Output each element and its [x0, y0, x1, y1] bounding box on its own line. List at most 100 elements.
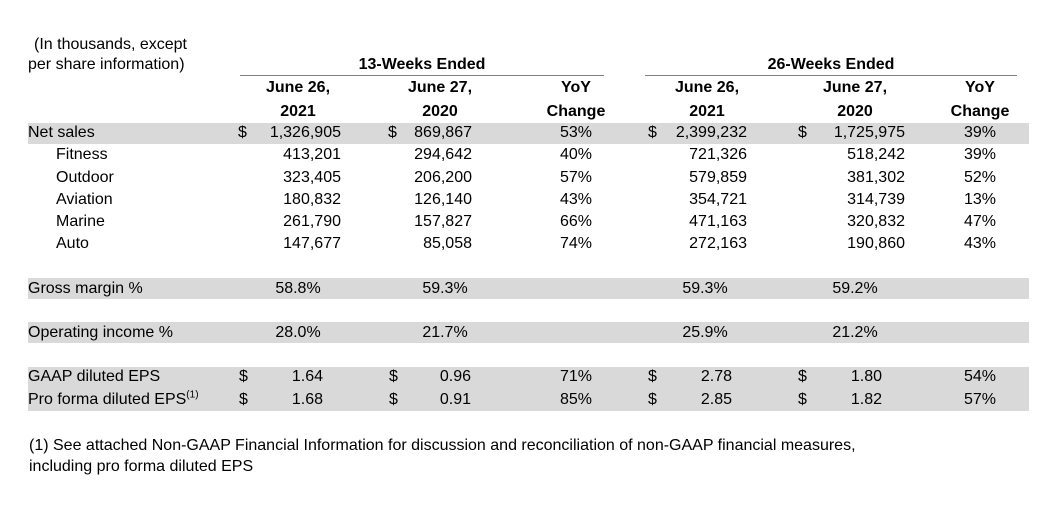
- cell-value: 59.3%: [422, 280, 468, 297]
- column-header-6-line-1: YoY: [965, 79, 995, 96]
- column-header-3-line-2: Change: [546, 103, 606, 120]
- column-header-2-line-2: 2020: [422, 103, 458, 120]
- group-underline-26-weeks: [645, 75, 1017, 76]
- row-label: Marine: [56, 213, 105, 230]
- column-header-4-line-2: 2021: [689, 103, 725, 120]
- cell-value: 47%: [963, 213, 997, 230]
- footnote-line-2: including pro forma diluted EPS: [29, 458, 254, 475]
- currency-symbol: $: [648, 368, 657, 385]
- cell-value: 85%: [559, 391, 593, 408]
- column-header-1-line-1: June 26,: [265, 79, 331, 96]
- net-sales-band: [28, 123, 1029, 144]
- cell-value: 579,859: [689, 169, 747, 186]
- cell-value: 39%: [963, 146, 997, 163]
- cell-value: 126,140: [414, 191, 472, 208]
- cell-value: 323,405: [283, 169, 341, 186]
- gross-margin-band: [28, 278, 1029, 299]
- currency-symbol: $: [648, 124, 657, 141]
- cell-value: 59.3%: [682, 280, 728, 297]
- row-label: Gross margin %: [28, 280, 143, 297]
- cell-value: 1.64: [291, 368, 323, 385]
- cell-value: 206,200: [414, 169, 472, 186]
- cell-value: 1.82: [850, 391, 882, 408]
- cell-value: 53%: [559, 124, 593, 141]
- cell-value: 1,326,905: [269, 124, 341, 141]
- column-header-5-line-2: 2020: [837, 103, 873, 120]
- column-header-3-line-1: YoY: [561, 79, 591, 96]
- cell-value: 57%: [559, 169, 593, 186]
- footnote-mark: (1): [186, 389, 199, 401]
- cell-value: 2,399,232: [675, 124, 747, 141]
- currency-symbol: $: [388, 124, 397, 141]
- currency-symbol: $: [798, 368, 807, 385]
- cell-value: 180,832: [283, 191, 341, 208]
- units-note-line-1: (In thousands, except: [34, 36, 187, 53]
- row-label: Aviation: [56, 191, 113, 208]
- cell-value: 58.8%: [275, 280, 321, 297]
- cell-value: 28.0%: [275, 324, 321, 341]
- cell-value: 261,790: [283, 213, 341, 230]
- row-label: Auto: [56, 235, 89, 252]
- cell-value: 59.2%: [832, 280, 878, 297]
- cell-value: 43%: [963, 235, 997, 252]
- operating-income-band: [28, 322, 1029, 343]
- cell-value: 66%: [559, 213, 593, 230]
- cell-value: 721,326: [689, 146, 747, 163]
- cell-value: 39%: [963, 124, 997, 141]
- cell-value: 294,642: [414, 146, 472, 163]
- cell-value: 52%: [963, 169, 997, 186]
- cell-value: 25.9%: [682, 324, 728, 341]
- cell-value: 518,242: [847, 146, 905, 163]
- cell-value: 413,201: [283, 146, 341, 163]
- cell-value: 13%: [963, 191, 997, 208]
- cell-value: 1.80: [850, 368, 882, 385]
- cell-value: 157,827: [414, 213, 472, 230]
- column-header-4-line-1: June 26,: [674, 79, 740, 96]
- cell-value: 190,860: [847, 235, 905, 252]
- currency-symbol: $: [238, 124, 247, 141]
- row-label: Outdoor: [56, 169, 114, 186]
- cell-value: 85,058: [423, 235, 472, 252]
- cell-value: 354,721: [689, 191, 747, 208]
- cell-value: 43%: [559, 191, 593, 208]
- cell-value: 272,163: [689, 235, 747, 252]
- cell-value: 320,832: [847, 213, 905, 230]
- cell-value: 471,163: [689, 213, 747, 230]
- column-header-2-line-1: June 27,: [407, 79, 473, 96]
- cell-value: 2.78: [700, 368, 732, 385]
- cell-value: 0.96: [439, 368, 471, 385]
- cell-value: 21.2%: [832, 324, 878, 341]
- cell-value: 54%: [963, 368, 997, 385]
- currency-symbol: $: [798, 391, 807, 408]
- cell-value: 1,725,975: [833, 124, 905, 141]
- footnote-line-1: (1) See attached Non-GAAP Financial Info…: [29, 437, 856, 454]
- cell-value: 74%: [559, 235, 593, 252]
- row-label: GAAP diluted EPS: [28, 368, 161, 385]
- group-underline-13-weeks: [240, 75, 604, 76]
- cell-value: 869,867: [414, 124, 472, 141]
- group-header-13-weeks: 13-Weeks Ended: [358, 56, 486, 73]
- column-header-1-line-2: 2021: [280, 103, 316, 120]
- cell-value: 147,677: [283, 235, 341, 252]
- row-label: Operating income %: [28, 324, 173, 341]
- cell-value: 1.68: [291, 391, 323, 408]
- currency-symbol: $: [239, 391, 248, 408]
- cell-value: 314,739: [847, 191, 905, 208]
- cell-value: 2.85: [700, 391, 732, 408]
- column-header-5-line-1: June 27,: [822, 79, 888, 96]
- units-note-line-2: per share information): [28, 56, 185, 73]
- currency-symbol: $: [389, 368, 398, 385]
- row-label: Fitness: [56, 146, 108, 163]
- cell-value: 57%: [963, 391, 997, 408]
- currency-symbol: $: [648, 391, 657, 408]
- group-header-26-weeks: 26-Weeks Ended: [767, 56, 895, 73]
- column-header-6-line-2: Change: [950, 103, 1010, 120]
- eps-band: [28, 367, 1029, 411]
- currency-symbol: $: [798, 124, 807, 141]
- cell-value: 0.91: [439, 391, 471, 408]
- cell-value: 21.7%: [422, 324, 468, 341]
- cell-value: 381,302: [847, 169, 905, 186]
- row-label: Pro forma diluted EPS(1): [28, 389, 199, 408]
- currency-symbol: $: [389, 391, 398, 408]
